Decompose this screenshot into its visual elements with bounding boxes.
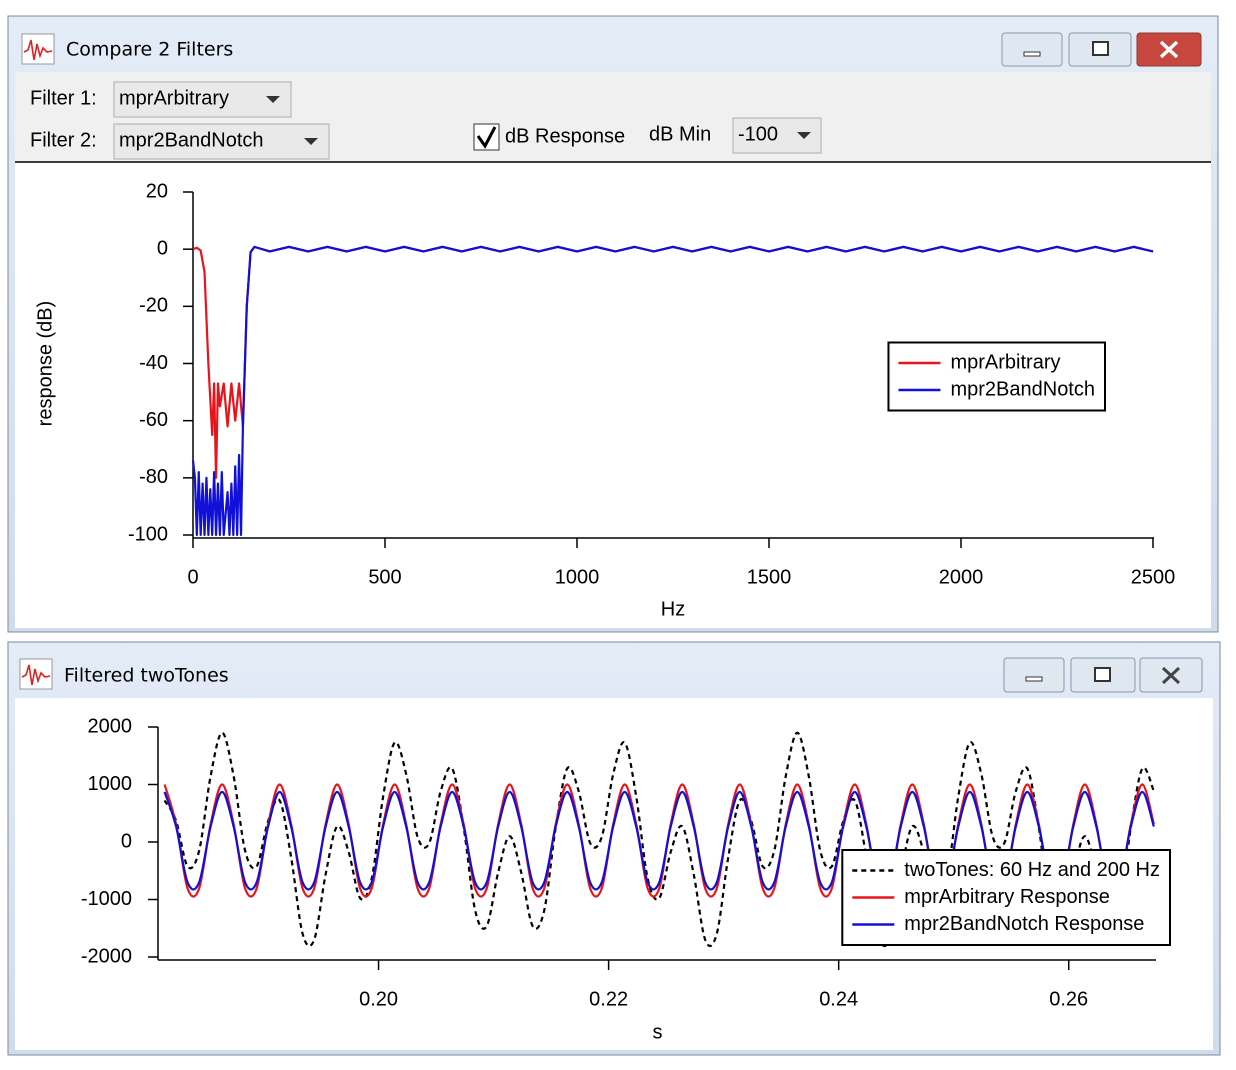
- legend-label: mpr2BandNotch: [950, 378, 1095, 400]
- y-tick-label: 1000: [88, 773, 133, 795]
- y-tick-label: -20: [139, 295, 168, 317]
- filter1-value: mprArbitrary: [119, 87, 229, 109]
- x-tick-label: 1500: [747, 566, 792, 588]
- y-tick-label: -60: [139, 409, 168, 431]
- legend-label: mpr2BandNotch Response: [904, 913, 1144, 935]
- x-tick-label: 0.22: [589, 988, 628, 1010]
- window-title: Filtered twoTones: [64, 665, 229, 687]
- x-axis-title: s: [653, 1021, 663, 1043]
- y-tick-label: 0: [157, 237, 168, 259]
- filter1-label: Filter 1:: [30, 87, 97, 109]
- x-tick-label: 0: [187, 566, 198, 588]
- legend-label: twoTones: 60 Hz and 200 Hz: [904, 859, 1160, 881]
- x-tick-label: 500: [368, 566, 401, 588]
- checkbox-label: dB Response: [505, 125, 625, 147]
- x-tick-label: 2000: [939, 566, 984, 588]
- x-axis-title: Hz: [661, 598, 685, 620]
- legend: twoTones: 60 Hz and 200 Hz mprArbitrary R…: [842, 850, 1170, 945]
- filter2-label: Filter 2:: [30, 129, 97, 151]
- filter2-value: mpr2BandNotch: [119, 129, 264, 151]
- dbmin-value: -100: [738, 123, 778, 145]
- legend-label: mprArbitrary: [950, 351, 1060, 373]
- dbmin-label: dB Min: [649, 123, 711, 145]
- y-tick-label: -80: [139, 466, 168, 488]
- y-tick-label: -1000: [81, 888, 132, 910]
- y-axis-title: response (dB): [34, 301, 56, 427]
- maximize-icon: [1093, 42, 1108, 55]
- x-tick-label: 2500: [1131, 566, 1176, 588]
- x-tick-label: 0.20: [359, 988, 398, 1010]
- minimize-icon: [1024, 52, 1040, 56]
- y-tick-label: 2000: [88, 715, 133, 737]
- minimize-button[interactable]: [1002, 33, 1062, 66]
- y-tick-label: 20: [146, 180, 168, 202]
- window: Compare 2 Filters Filter 1: mprArbitrary…: [8, 16, 1218, 632]
- y-tick-label: -100: [128, 523, 168, 545]
- legend: mprArbitrary mpr2BandNotch: [888, 343, 1105, 411]
- legend-label: mprArbitrary Response: [904, 886, 1110, 908]
- maximize-icon: [1095, 668, 1110, 681]
- y-tick-label: -40: [139, 352, 168, 374]
- window-title: Compare 2 Filters: [66, 39, 233, 61]
- minimize-icon: [1026, 677, 1042, 681]
- x-tick-label: 0.24: [819, 988, 858, 1010]
- y-tick-label: -2000: [81, 945, 132, 967]
- x-tick-label: 0.26: [1049, 988, 1088, 1010]
- y-tick-label: 0: [121, 830, 132, 852]
- x-tick-label: 1000: [555, 566, 600, 588]
- minimize-button[interactable]: [1004, 658, 1064, 692]
